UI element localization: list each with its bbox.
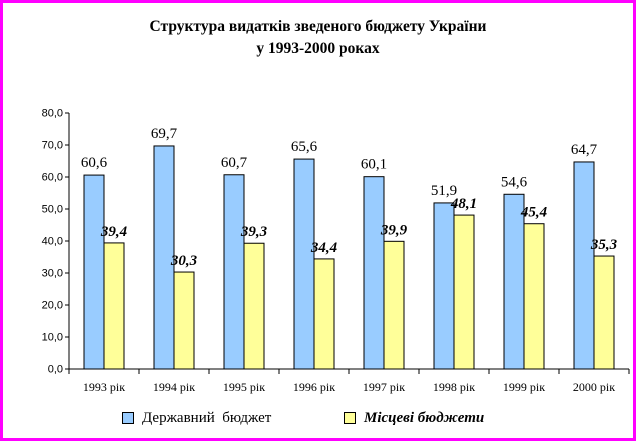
data-label-local-budgets: 39,9 xyxy=(380,222,408,238)
data-label-local-budgets: 39,4 xyxy=(100,224,128,240)
data-label-local-budgets: 39,3 xyxy=(240,224,268,240)
bar-state-budget xyxy=(363,176,385,370)
legend-swatch-state-budget xyxy=(122,412,134,424)
data-label-state-budget: 60,6 xyxy=(81,155,108,171)
bar-state-budget xyxy=(573,161,595,370)
legend-item-local-budgets: Місцеві бюджети xyxy=(344,408,484,428)
x-tick-label: 1997 рік xyxy=(363,380,405,394)
chart-title-line-1: Структура видатків зведеного бюджету Укр… xyxy=(149,18,487,35)
bar-local-budgets xyxy=(593,255,615,370)
legend-label-state-budget: Державний бюджет xyxy=(142,409,272,426)
data-label-state-budget: 60,1 xyxy=(361,157,387,173)
bar-local-budgets xyxy=(523,223,545,370)
bar-state-budget xyxy=(433,202,455,370)
bar-state-budget xyxy=(83,174,105,370)
data-label-local-budgets: 34,4 xyxy=(310,240,338,256)
y-tick-label: 60,0 xyxy=(42,172,63,184)
bar-local-budgets xyxy=(103,242,125,370)
legend-item-state-budget: Державний бюджет xyxy=(122,408,271,428)
y-tick-label: 70,0 xyxy=(42,140,63,152)
x-tick-label: 1995 рік xyxy=(223,380,265,394)
bar-local-budgets xyxy=(243,242,265,370)
x-tick-label: 2000 рік xyxy=(573,380,615,394)
data-label-local-budgets: 30,3 xyxy=(170,253,198,269)
chart-title-line-2: у 1993-2000 роках xyxy=(256,40,380,57)
data-label-local-budgets: 45,4 xyxy=(520,205,548,221)
x-tick-label: 1999 рік xyxy=(503,380,545,394)
data-label-state-budget: 69,7 xyxy=(151,126,178,142)
bar-state-budget xyxy=(293,158,315,370)
x-tick-label: 1993 рік xyxy=(83,380,125,394)
y-tick-label: 30,0 xyxy=(42,268,63,280)
y-tick-label: 80,0 xyxy=(42,108,63,120)
data-label-state-budget: 54,6 xyxy=(501,174,528,190)
bar-local-budgets xyxy=(383,240,405,370)
x-tick-label: 1998 рік xyxy=(433,380,475,394)
bar-state-budget xyxy=(223,174,245,370)
data-label-state-budget: 60,7 xyxy=(221,155,248,171)
bar-local-budgets xyxy=(313,258,335,370)
x-tick-label: 1996 рік xyxy=(293,380,335,394)
legend-label-local-budgets: Місцеві бюджети xyxy=(364,409,485,426)
legend-swatch-local-budgets xyxy=(344,412,356,424)
data-label-state-budget: 64,7 xyxy=(571,142,598,158)
x-tick-label: 1994 рік xyxy=(153,380,195,394)
bar-local-budgets xyxy=(173,271,195,370)
y-tick-label: 50,0 xyxy=(42,204,63,216)
y-tick-label: 0,0 xyxy=(48,364,63,376)
y-tick-label: 10,0 xyxy=(42,332,63,344)
data-label-local-budgets: 48,1 xyxy=(450,196,477,212)
bar-state-budget xyxy=(153,145,175,370)
bar-local-budgets xyxy=(453,214,475,370)
y-tick-label: 40,0 xyxy=(42,236,63,248)
data-label-state-budget: 51,9 xyxy=(431,183,457,199)
chart-title: Структура видатків зведеного бюджету Укр… xyxy=(0,16,636,60)
data-label-local-budgets: 35,3 xyxy=(590,237,618,253)
y-tick-label: 20,0 xyxy=(42,300,63,312)
data-label-state-budget: 65,6 xyxy=(291,139,318,155)
